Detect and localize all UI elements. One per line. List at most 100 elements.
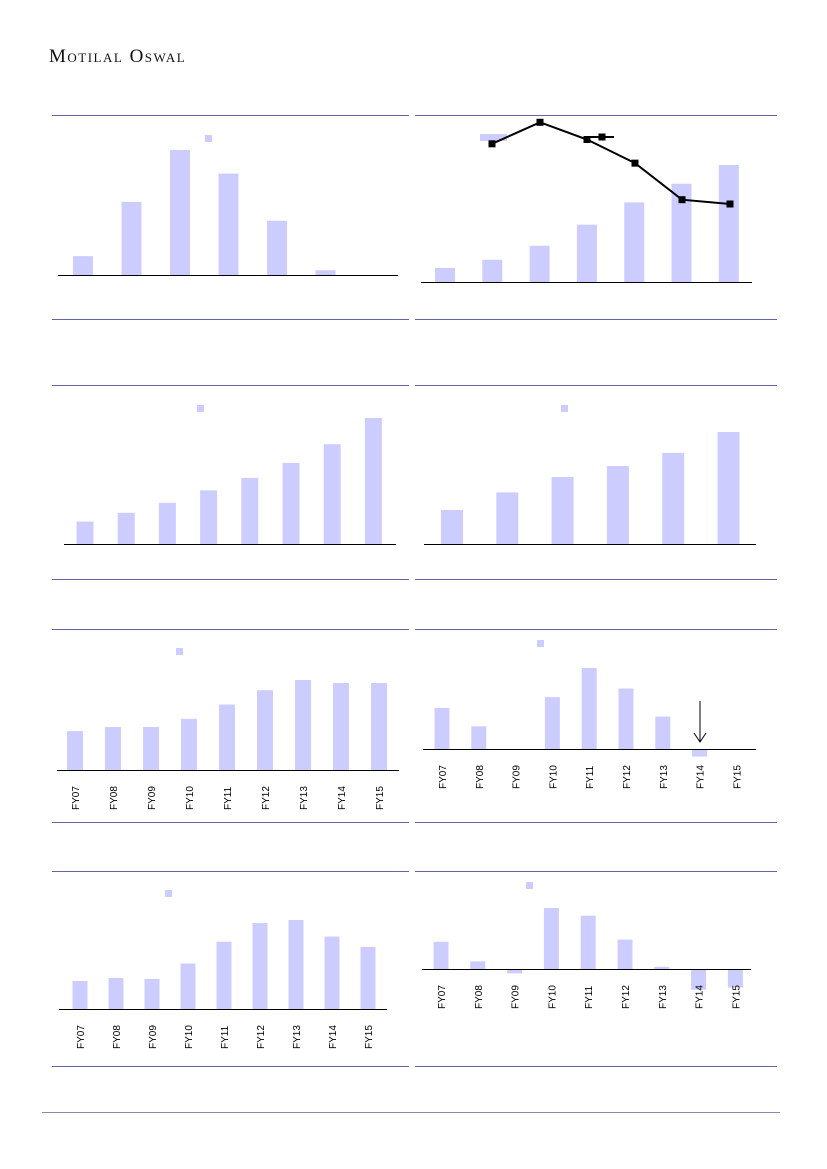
x-tick-label: FY11 (220, 1025, 231, 1049)
bar (216, 941, 232, 1009)
annotation-arrow-head (693, 732, 707, 743)
panel-rule (52, 579, 409, 580)
bar (471, 726, 487, 749)
x-tick-label: FY14 (328, 1025, 339, 1049)
x-tick-label: FY10 (548, 765, 559, 789)
x-tick-label: FY10 (547, 985, 558, 1009)
bar (691, 969, 707, 990)
bar (618, 688, 634, 749)
x-tick-label: FY07 (71, 786, 82, 810)
x-tick-label: FY14 (337, 786, 348, 810)
bar (496, 492, 519, 544)
x-tick-label: FY10 (184, 1025, 195, 1049)
x-tick-label: FY09 (512, 765, 523, 789)
legend-swatch (480, 134, 507, 141)
bar (617, 939, 633, 969)
brand-logo: Motilal Oswal (49, 46, 187, 67)
x-tick-label: FY09 (511, 985, 522, 1009)
x-tick-label: FY15 (364, 1025, 375, 1049)
bar (117, 512, 135, 544)
legend-swatch (205, 135, 212, 142)
bar (295, 680, 311, 770)
bar (482, 259, 503, 282)
bar (371, 683, 387, 770)
bar (288, 920, 304, 1009)
bar (105, 727, 121, 770)
bar (718, 165, 739, 282)
x-tick-label: FY11 (223, 786, 234, 810)
x-tick-label: FY11 (585, 765, 596, 789)
bar (435, 267, 455, 282)
bar (551, 477, 574, 544)
x-tick-label: FY12 (621, 985, 632, 1009)
panel-rule (415, 319, 777, 320)
x-tick-label: FY12 (256, 1025, 267, 1049)
bar (671, 183, 692, 282)
bar (655, 716, 671, 749)
bar (158, 502, 176, 544)
bar (360, 946, 376, 1009)
x-tick-label: FY08 (474, 985, 485, 1009)
x-tick-label: FY13 (659, 765, 670, 789)
panel-rule (52, 385, 409, 386)
bar (218, 173, 239, 275)
bar (181, 718, 197, 770)
x-tick-label: FY13 (292, 1025, 303, 1049)
panel-rule (415, 579, 777, 580)
x-tick-label: FY09 (148, 1025, 159, 1049)
legend-swatch (165, 890, 172, 897)
legend-line-marker (598, 133, 606, 141)
x-tick-label: FY07 (437, 985, 448, 1009)
x-tick-label: FY07 (76, 1025, 87, 1049)
x-tick-label: FY14 (695, 985, 706, 1009)
panel-rule (415, 822, 777, 823)
bar (241, 477, 259, 544)
panel-rule (52, 319, 409, 320)
bar (180, 963, 196, 1009)
line-marker (631, 159, 639, 167)
bar (544, 697, 560, 749)
bar (143, 727, 159, 770)
x-tick-label: FY11 (584, 985, 595, 1009)
bar (170, 150, 190, 275)
legend-swatch (537, 640, 544, 647)
bar (200, 490, 218, 544)
legend-swatch (197, 405, 204, 412)
bar (257, 690, 273, 770)
x-tick-label: FY15 (731, 985, 742, 1009)
bar (624, 202, 645, 282)
bar (144, 978, 160, 1009)
panel-rule (415, 1066, 777, 1067)
panel-rule (415, 385, 777, 386)
x-tick-label: FY07 (438, 765, 449, 789)
x-tick-label: FY08 (109, 786, 120, 810)
x-tick-label: FY15 (375, 786, 386, 810)
panel-rule (415, 629, 777, 630)
footer-rule (42, 1112, 780, 1113)
bar (727, 969, 743, 988)
bar (282, 462, 300, 544)
panel-rule (415, 115, 777, 116)
bar (67, 731, 83, 770)
bar (470, 961, 486, 969)
bar (219, 704, 235, 770)
bar (441, 509, 463, 544)
x-tick-label: FY12 (261, 786, 272, 810)
x-tick-label: FY09 (147, 786, 158, 810)
panel-rule (52, 822, 409, 823)
bar (324, 936, 340, 1009)
x-tick-label: FY13 (658, 985, 669, 1009)
bar (252, 923, 268, 1009)
legend-swatch (526, 882, 533, 889)
bar (576, 224, 597, 282)
legend-swatch (561, 405, 568, 412)
bar (315, 270, 336, 275)
bar (507, 969, 523, 974)
x-tick-label: FY08 (475, 765, 486, 789)
x-tick-label: FY08 (112, 1025, 123, 1049)
bar (333, 683, 349, 770)
bar (76, 521, 94, 544)
line-marker (726, 200, 734, 208)
line-marker (583, 136, 591, 143)
legend-swatch (176, 648, 183, 655)
